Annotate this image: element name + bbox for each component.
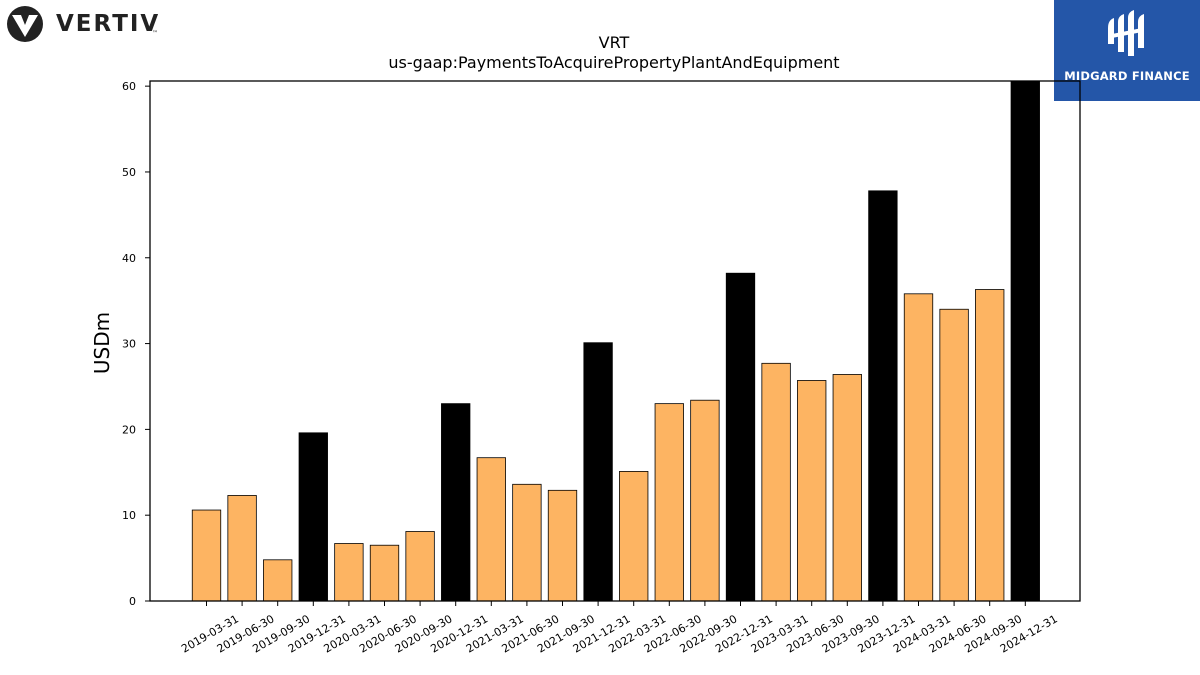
bar-2023-12-31 <box>868 190 898 602</box>
vertiv-wordmark: VERTIV <box>56 11 161 37</box>
midgard-finance-logo: MIDGARD FINANCE <box>1054 0 1200 101</box>
bar-2024-06-30 <box>939 308 969 602</box>
y-tick-label: 20 <box>122 423 136 436</box>
vertiv-emblem-icon <box>7 6 43 42</box>
y-tick-label: 60 <box>122 80 136 93</box>
bar-2019-12-31 <box>298 432 328 602</box>
bar-2019-03-31 <box>191 509 222 602</box>
plot-frame <box>149 80 1081 602</box>
bar-2019-09-30 <box>263 559 293 602</box>
y-tick-label: 40 <box>122 252 136 265</box>
midgard-emblem-icon <box>1108 10 1144 56</box>
trademark-mark: ™ <box>152 30 158 37</box>
bar-2022-12-31 <box>725 272 756 602</box>
bar-2022-03-31 <box>619 471 649 602</box>
bar-2019-06-30 <box>227 495 257 602</box>
bar-2021-06-30 <box>512 483 542 602</box>
vertiv-logo: VERTIV ™ <box>6 5 166 45</box>
bar-2022-06-30 <box>654 403 684 602</box>
chart-subtitle: us-gaap:PaymentsToAcquirePropertyPlantAn… <box>388 53 839 72</box>
y-ticks: 0 10 20 30 40 50 60 <box>122 80 150 608</box>
y-tick-label: 50 <box>122 166 136 179</box>
y-tick-label: 30 <box>122 338 136 351</box>
chart-title: VRT <box>599 33 630 52</box>
y-tick-label: 0 <box>129 595 136 608</box>
bar-2024-12-31 <box>1010 80 1040 602</box>
bar-2024-09-30 <box>975 289 1005 602</box>
y-axis-label: USDm <box>90 312 114 374</box>
bar-2020-12-31 <box>441 403 471 602</box>
bar-2021-09-30 <box>547 489 578 602</box>
bar-2023-06-30 <box>797 380 827 602</box>
x-ticks: 2019-03-312019-06-302019-09-302019-12-31… <box>179 601 1060 656</box>
bar-2021-12-31 <box>583 342 613 602</box>
bar-2023-09-30 <box>832 374 862 602</box>
bar-2020-03-31 <box>334 543 364 602</box>
bar-2024-03-31 <box>903 293 934 602</box>
bar-2020-09-30 <box>405 531 435 602</box>
bar-2021-03-31 <box>476 457 506 602</box>
bar-2022-09-30 <box>690 399 720 602</box>
bar-2020-06-30 <box>369 544 400 602</box>
bar-2023-03-31 <box>761 362 791 602</box>
midgard-wordmark: MIDGARD FINANCE <box>1064 69 1190 83</box>
bars-layer <box>191 80 1040 602</box>
y-tick-label: 10 <box>122 509 136 522</box>
